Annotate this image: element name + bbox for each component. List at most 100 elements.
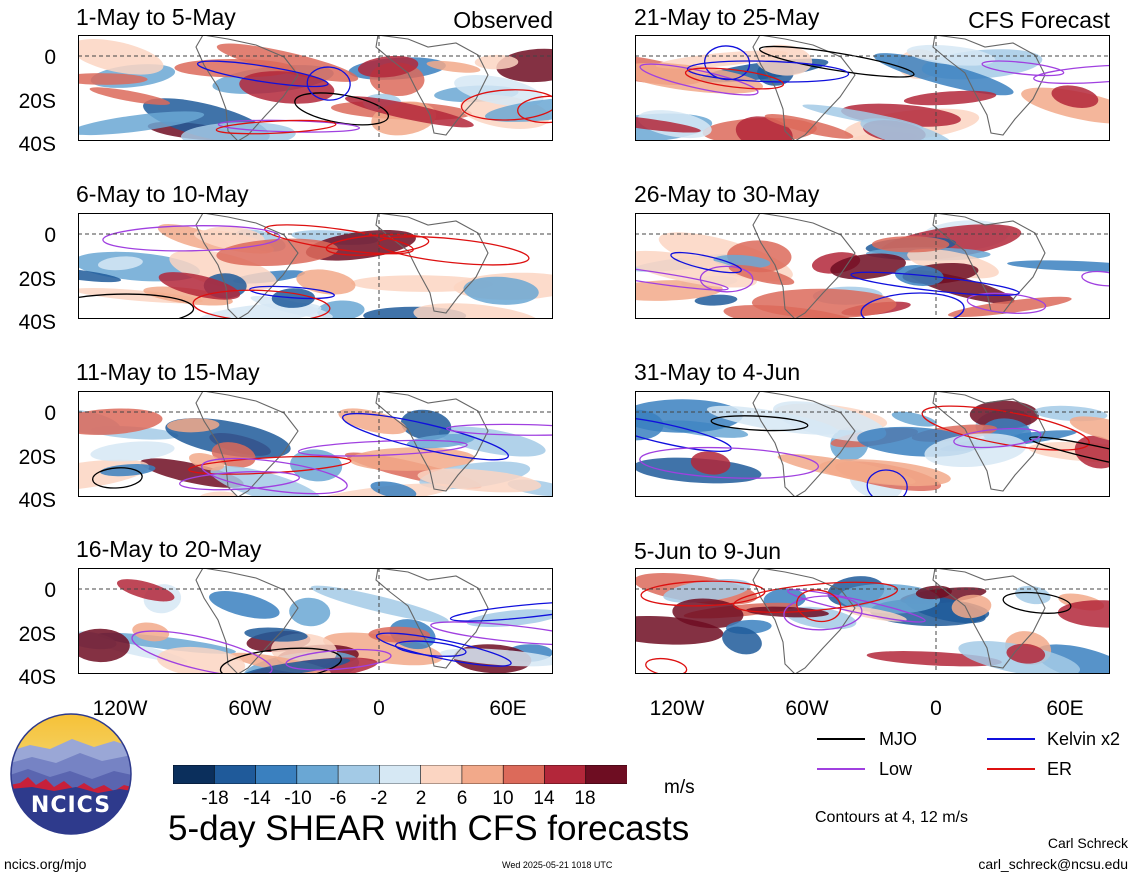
shear-anomaly-area — [310, 585, 449, 623]
shear-anomaly-area — [906, 44, 996, 66]
shear-map — [78, 391, 553, 497]
legend-label-low: Low — [879, 759, 913, 779]
map-panel-2 — [78, 213, 553, 319]
wave-contour — [102, 225, 281, 252]
lat-label-0-p1: 0 — [44, 46, 56, 69]
wave-contour — [196, 60, 329, 88]
colorbar-label-9: 14 — [533, 788, 555, 809]
shear-anomaly-area — [838, 583, 941, 614]
colorbar-cell — [213, 764, 257, 785]
wave-contour — [91, 467, 143, 489]
shear-map — [78, 568, 553, 674]
shear-anomaly-area — [440, 648, 553, 667]
shear-anomaly-area — [655, 50, 788, 69]
south-america-outline — [752, 35, 856, 141]
map-panel-6 — [635, 213, 1110, 319]
shear-anomaly-area — [216, 43, 359, 82]
shear-anomaly-area — [635, 280, 723, 301]
colorbar-label-8: 10 — [492, 788, 514, 809]
colorbar-cell — [255, 764, 298, 785]
lon-label-0-right: 0 — [930, 697, 942, 720]
wave-contour — [1033, 64, 1110, 85]
author-name: Carl Schreck — [1047, 835, 1128, 851]
wave-contour — [430, 621, 553, 646]
wave-contour — [249, 285, 335, 300]
shear-anomaly-area — [78, 111, 205, 136]
wave-contour — [395, 640, 467, 657]
shear-anomaly-area — [842, 606, 907, 622]
wave-contour — [635, 264, 729, 291]
wave-contour — [670, 251, 742, 274]
colorbar-label-3: -10 — [284, 788, 312, 809]
map-panel-8 — [635, 568, 1110, 674]
africa-outline — [932, 568, 1046, 669]
map-panel-7 — [635, 391, 1110, 497]
colorbar-cell — [585, 764, 628, 785]
shear-anomaly-area — [663, 579, 751, 603]
shear-anomaly-area — [463, 276, 539, 305]
shear-anomaly-area — [474, 54, 519, 70]
map-frame — [635, 35, 1110, 141]
lon-label-120w-right: 120W — [649, 697, 705, 720]
shear-anomaly-area — [167, 418, 220, 433]
lat-label-40s-p2: 40S — [18, 311, 56, 334]
lon-label-0-left: 0 — [373, 697, 385, 720]
wave-contour — [78, 293, 195, 319]
lat-label-40s-p4: 40S — [18, 666, 56, 689]
wave-contour — [732, 581, 899, 613]
legend-label-er: ER — [1047, 759, 1073, 779]
map-panel-3 — [78, 391, 553, 497]
map-panel-1 — [78, 35, 553, 141]
shear-anomaly-area — [635, 250, 757, 288]
wave-contour — [953, 427, 1042, 449]
wave-contour — [445, 423, 553, 436]
wave-contour — [796, 589, 842, 623]
colorbar-cell — [379, 764, 422, 785]
shear-anomaly-area — [496, 48, 553, 83]
shear-anomaly-area — [951, 594, 992, 619]
colorbar-label-10: 18 — [574, 788, 596, 809]
chart-title: 5-day SHEAR with CFS forecasts — [168, 809, 690, 848]
map-panel-4 — [78, 568, 553, 674]
shear-anomaly-area — [694, 294, 738, 306]
africa-outline — [375, 213, 489, 314]
lat-label-0-p4: 0 — [44, 579, 56, 602]
south-america-outline — [752, 568, 856, 674]
shear-anomaly-area — [78, 73, 148, 85]
site-url: ncics.org/mjo — [4, 856, 87, 872]
shear-map — [635, 568, 1110, 674]
author-email: carl_schreck@ncsu.edu — [978, 856, 1128, 872]
lat-label-40s-p3: 40S — [18, 489, 56, 512]
colorbar-label-2: -14 — [243, 788, 271, 809]
shear-anomaly-area — [143, 286, 233, 306]
shear-anomaly-area — [635, 615, 724, 645]
south-america-outline — [752, 213, 856, 319]
colorbar-cell — [296, 764, 339, 785]
shear-anomaly-area — [140, 458, 244, 488]
panel-title-1: 1-May to 5-May — [76, 4, 236, 30]
shear-anomaly-area — [100, 463, 156, 477]
shear-anomaly-area — [97, 256, 143, 271]
colorbar-label-4: -6 — [329, 788, 347, 809]
colorbar-label-7: 6 — [456, 788, 468, 809]
wave-contour — [297, 439, 468, 457]
shear-anomaly-area — [116, 579, 175, 602]
wave-contour — [699, 265, 754, 293]
wave-contour — [449, 601, 553, 622]
legend-label-mjo: MJO — [879, 729, 917, 749]
shear-map — [635, 391, 1110, 497]
shear-anomaly-area — [903, 90, 997, 106]
panel-title-5: 21-May to 25-May — [634, 4, 820, 30]
shear-anomaly-area — [216, 238, 339, 267]
shear-anomaly-area — [239, 71, 335, 104]
colorbar-cell — [461, 764, 504, 785]
shear-anomaly-area — [308, 483, 453, 497]
colorbar-label-5: -2 — [370, 788, 388, 809]
map-panel-5 — [635, 35, 1110, 141]
ncics-logo: NCICS — [10, 713, 132, 835]
ncics-logo-graphic — [10, 713, 132, 835]
shear-anomaly-area — [78, 39, 164, 75]
map-frame — [78, 391, 553, 497]
shear-map — [635, 213, 1110, 319]
map-frame — [78, 568, 553, 674]
